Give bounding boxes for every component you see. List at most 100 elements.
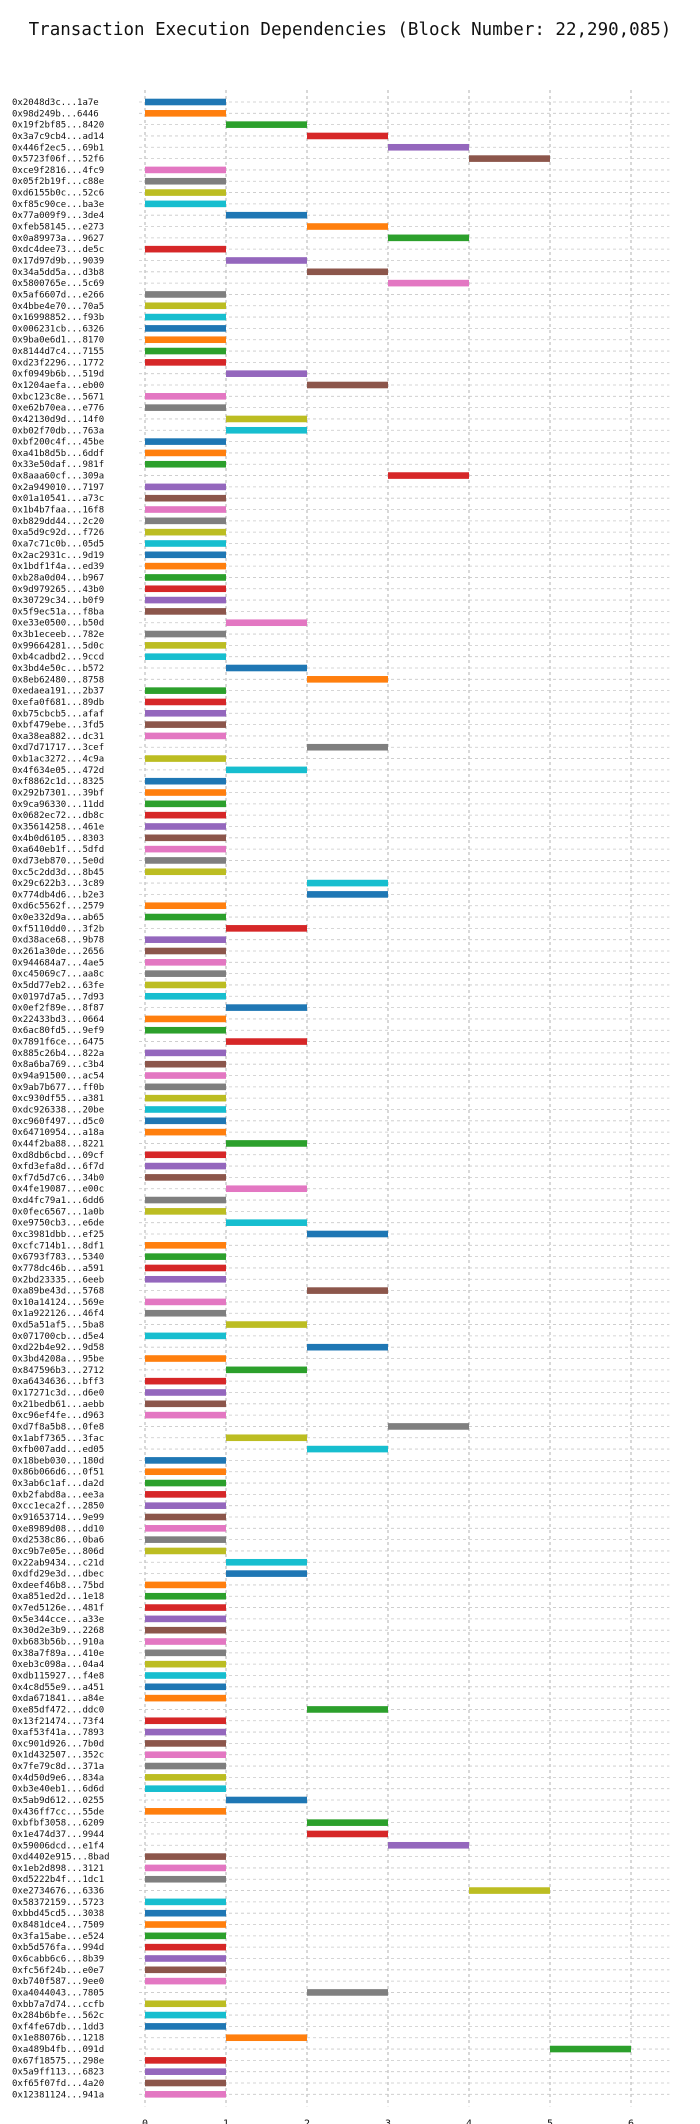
transaction-label: 0xf0949b6b...519d: [12, 370, 104, 380]
transaction-label: 0xa5d9c92d...f726: [12, 528, 104, 538]
transaction-bar: [145, 1740, 226, 1747]
transaction-label: 0xdeef46b8...75bd: [12, 1581, 104, 1591]
transaction-label: 0xd8db6cbd...09cf: [12, 1151, 104, 1161]
transaction-label: 0x4fe19087...e00c: [12, 1185, 104, 1195]
transaction-bar: [145, 1966, 226, 1974]
transaction-bar: [145, 709, 226, 717]
transaction-label: 0xfc56f24b...e0e7: [12, 1966, 104, 1976]
transaction-label: 0x292b7301...39bf: [12, 789, 104, 799]
transaction-label: 0x944684a7...4ae5: [12, 958, 104, 968]
transaction-label: 0x42130d9d...14f0: [12, 415, 104, 425]
transaction-bar: [145, 1694, 226, 1702]
transaction-bar: [145, 1275, 226, 1283]
transaction-bar: [145, 959, 226, 966]
transaction-bar: [145, 1955, 226, 1962]
transaction-bar: [145, 1898, 226, 1906]
transaction-bar: [145, 1513, 226, 1521]
transaction-bar: [145, 823, 226, 830]
transaction-label: 0xc901d926...7b0d: [12, 1739, 104, 1749]
transaction-label: 0xda671841...a84e: [12, 1694, 104, 1704]
transaction-label: 0xbb7a7d74...ccfb: [12, 2000, 104, 2010]
transaction-label: 0xa38ea882...dc31: [12, 732, 104, 742]
transaction-bar: [145, 574, 226, 581]
transaction-label: 0xdb115927...f4e8: [12, 1671, 104, 1681]
transaction-bar: [145, 1525, 226, 1532]
transaction-bar: [145, 506, 226, 513]
transaction-bar: [145, 2068, 226, 2075]
transaction-bar: [226, 1321, 307, 1328]
transaction-label: 0xd5a51af5...5ba8: [12, 1321, 104, 1331]
transaction-bar: [307, 1830, 388, 1838]
bar-layer: [145, 98, 631, 2098]
transaction-label: 0x16998852...f93b: [12, 313, 104, 323]
transaction-bar: [145, 245, 226, 253]
transaction-label: 0xbbd45cd5...3038: [12, 1909, 104, 1919]
transaction-label: 0x38a7f89a...410e: [12, 1649, 104, 1659]
transaction-label: 0x9ab7b677...ff0b: [12, 1083, 104, 1093]
transaction-label: 0xd38ace68...9b78: [12, 936, 104, 946]
transaction-label: 0x1e88076b...1218: [12, 2034, 104, 2044]
transaction-label: 0xa640eb1f...5dfd: [12, 845, 104, 855]
chart-title: Transaction Execution Dependencies (Bloc…: [28, 20, 672, 40]
transaction-label: 0x9ba0e6d1...8170: [12, 336, 104, 346]
transaction-label: 0x3fa15abe...e524: [12, 1932, 104, 1942]
transaction-bar: [145, 1242, 226, 1249]
transaction-bar: [145, 98, 226, 106]
transaction-label: 0x3ab6c1af...da2d: [12, 1479, 104, 1489]
transaction-label: 0x86b066d6...0f51: [12, 1468, 104, 1478]
transaction-label: 0xf65f07fd...4a20: [12, 2079, 104, 2089]
transaction-label: 0x8eb62480...8758: [12, 675, 104, 685]
transaction-label: 0x99664281...5d0c: [12, 641, 104, 651]
transaction-label: 0xc930df55...a381: [12, 1094, 104, 1104]
transaction-label: 0x12381124...941a: [12, 2090, 104, 2100]
transaction-bar: [307, 1989, 388, 1996]
transaction-label: 0xfd3efa8d...6f7d: [12, 1162, 104, 1172]
transaction-label: 0x5af6607d...e266: [12, 290, 104, 300]
transaction-bar: [145, 1932, 226, 1940]
transaction-bar: [145, 1468, 226, 1476]
transaction-bar: [145, 1332, 226, 1340]
transaction-label: 0x261a30de...2656: [12, 947, 104, 957]
transaction-bar: [226, 1570, 307, 1577]
transaction-bar: [145, 1615, 226, 1623]
transaction-label: 0xa89be43d...5768: [12, 1287, 104, 1297]
transaction-bar: [145, 845, 226, 853]
transaction-label: 0xe9750cb3...e6de: [12, 1219, 104, 1229]
transaction-label: 0xd4402e915...8bad: [12, 1853, 110, 1863]
transaction-bar: [226, 1434, 307, 1442]
transaction-bar: [145, 585, 226, 593]
transaction-label: 0x778dc46b...a591: [12, 1264, 104, 1274]
transaction-bar: [307, 132, 388, 140]
transaction-label: 0x30729c34...b0f9: [12, 596, 104, 606]
transaction-label: 0x446f2ec5...69b1: [12, 143, 104, 153]
transaction-bar: [145, 857, 226, 864]
transaction-bar: [145, 777, 226, 785]
transaction-bar: [145, 1717, 226, 1725]
transaction-bar: [145, 1377, 226, 1385]
transaction-label: 0xe8989d08...dd10: [12, 1524, 104, 1534]
transaction-label: 0x5723f06f...52f6: [12, 155, 104, 165]
transaction-bar: [226, 257, 307, 264]
transaction-label: 0xe85df472...ddc0: [12, 1705, 104, 1715]
transaction-bar: [145, 1547, 226, 1555]
transaction-label: 0xa6434636...bff3: [12, 1377, 104, 1387]
transaction-label: 0xc96ef4fe...d963: [12, 1411, 104, 1421]
transaction-label: 0x21bedb61...aebb: [12, 1400, 104, 1410]
transaction-bar: [307, 268, 388, 276]
transaction-bar: [145, 653, 226, 660]
transaction-label: 0xce9f2816...4fc9: [12, 166, 104, 176]
transaction-label: 0xa7c71c0b...05d5: [12, 539, 104, 549]
transaction-bar: [145, 1491, 226, 1498]
transaction-label: 0x8a6ba769...c3b4: [12, 1060, 104, 1070]
transaction-label: 0x2048d3c...1a7e: [12, 98, 99, 108]
transaction-label: 0xbf479ebe...3fd5: [12, 721, 104, 731]
transaction-label: 0x3bd4208a...95be: [12, 1355, 104, 1365]
transaction-label: 0xa489b4fb...091d: [12, 2045, 104, 2055]
transaction-bar: [145, 1502, 226, 1509]
transaction-bar: [145, 1298, 226, 1306]
transaction-label: 0x1bdf1f4a...ed39: [12, 562, 104, 572]
transaction-bar: [145, 1151, 226, 1159]
transaction-label: 0x071700cb...d5e4: [12, 1332, 104, 1342]
transaction-bar: [145, 1728, 226, 1736]
transaction-label: 0xd2538c86...0ba6: [12, 1536, 104, 1546]
